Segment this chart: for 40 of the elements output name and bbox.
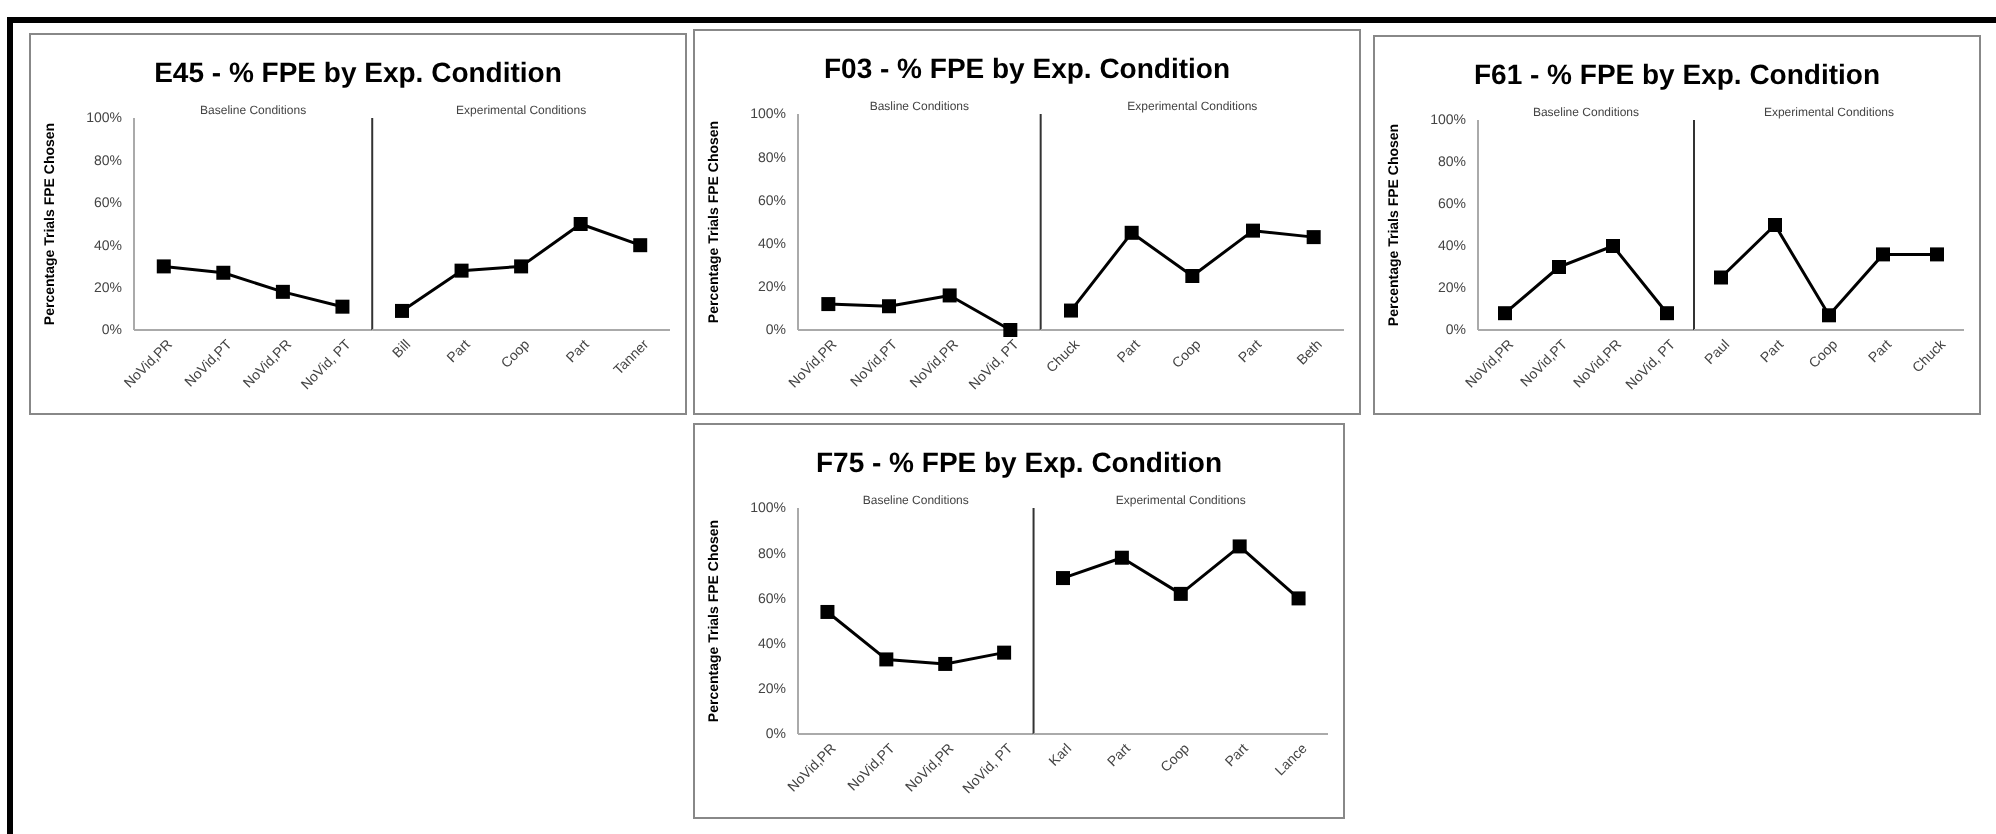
- point: [1768, 218, 1782, 232]
- chart-title: F03 - % FPE by Exp. Condition: [823, 52, 1231, 84]
- point: [1124, 225, 1139, 240]
- point: [335, 299, 350, 314]
- point: [1003, 323, 1018, 337]
- point: [1498, 306, 1512, 321]
- point: [821, 297, 836, 312]
- point: [454, 263, 469, 278]
- point: [573, 217, 588, 231]
- point: [1291, 591, 1306, 606]
- point: [1114, 550, 1129, 565]
- point: [633, 238, 648, 253]
- point: [1232, 539, 1247, 554]
- point: [275, 284, 290, 299]
- point: [1930, 247, 1944, 262]
- point: [156, 259, 171, 274]
- chart-title: F61 - % FPE by Exp. Condition: [1473, 58, 1881, 90]
- chart-title: F75 - % FPE by Exp. Condition: [815, 446, 1223, 478]
- point: [395, 303, 409, 318]
- point: [1822, 308, 1836, 323]
- point: [1714, 270, 1728, 285]
- point: [1064, 303, 1078, 318]
- point: [1606, 239, 1620, 253]
- point: [820, 604, 835, 619]
- point: [938, 656, 953, 671]
- point: [1306, 230, 1321, 245]
- point: [514, 259, 529, 274]
- chart-title: E45 - % FPE by Exp. Condition: [154, 56, 562, 88]
- point: [942, 288, 957, 303]
- point: [1552, 260, 1566, 274]
- point: [1660, 306, 1674, 321]
- point: [882, 299, 896, 314]
- point: [879, 652, 894, 667]
- point: [1056, 571, 1070, 586]
- point: [216, 265, 231, 280]
- point: [1876, 247, 1890, 262]
- point: [1246, 223, 1260, 238]
- point: [1185, 269, 1200, 283]
- point: [1173, 586, 1188, 601]
- point: [997, 645, 1012, 660]
